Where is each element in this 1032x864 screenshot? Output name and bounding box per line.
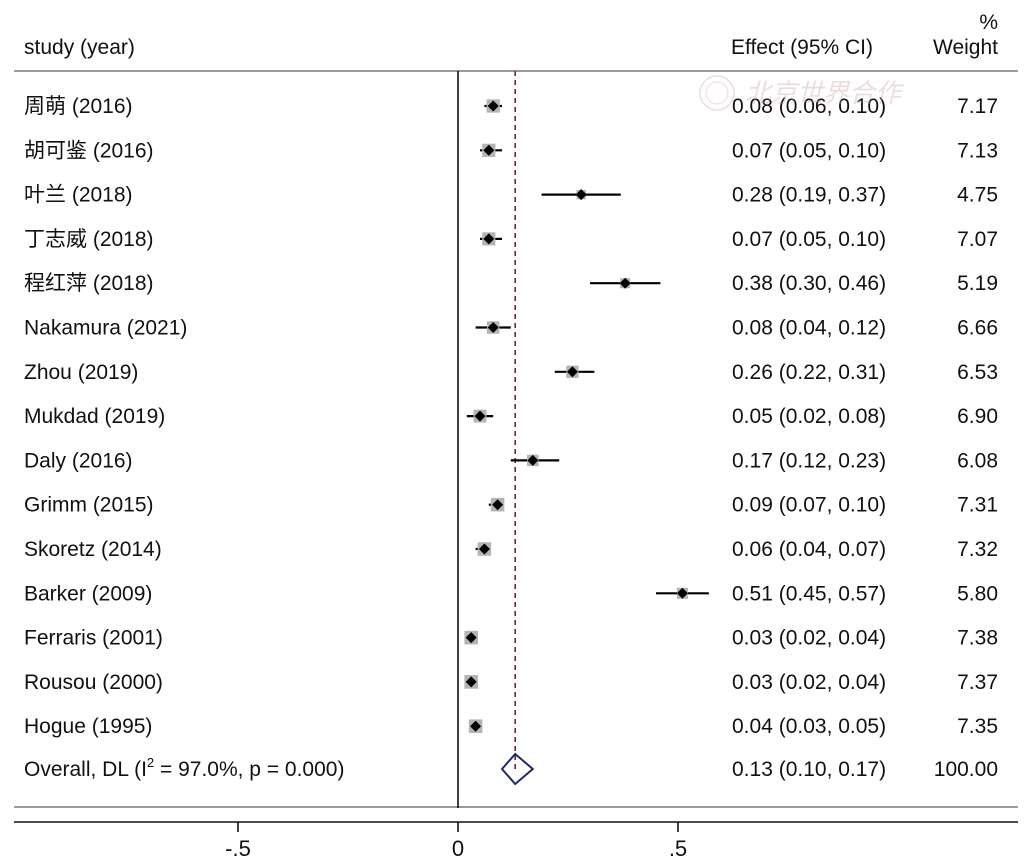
weight-text: 6.66 [957,317,998,340]
effect-point [478,543,490,555]
study-label: Grimm (2015) [24,494,154,517]
effect-point [619,277,631,289]
weight-text: 5.19 [957,272,998,295]
header-weight-pct: % [979,11,998,34]
overall-diamond [500,752,535,786]
x-tick-label: .5 [669,836,687,861]
x-tick-label: -.5 [225,836,251,861]
study-row: Daly (2016) 0.17 (0.12, 0.23) 6.08 [24,449,998,472]
study-label: Mukdad (2019) [24,405,165,428]
effect-point [527,454,539,466]
study-row: Ferraris (2001) 0.03 (0.02, 0.04) 7.38 [24,627,998,650]
study-row: 胡可鉴 (2016) 0.07 (0.05, 0.10) 7.13 [24,139,998,162]
header-weight: Weight [933,36,998,59]
study-label: Barker (2009) [24,582,152,605]
ci-text: 0.38 (0.30, 0.46) [732,272,886,295]
weight-text: 7.35 [957,715,998,738]
study-row: Hogue (1995) 0.04 (0.03, 0.05) 7.35 [24,715,998,738]
ci-text: 0.06 (0.04, 0.07) [732,538,886,561]
weight-text: 6.53 [957,361,998,384]
effect-point [492,499,504,511]
x-axis: -.5 0 .5 [14,821,1018,861]
weight-text: 7.13 [957,139,998,162]
effect-point [470,720,482,732]
study-row: 程红萍 (2018) 0.38 (0.30, 0.46) 5.19 [24,272,998,295]
header-study: study (year) [24,36,135,59]
ci-text: 0.17 (0.12, 0.23) [732,449,886,472]
ci-text: 0.05 (0.02, 0.08) [732,405,886,428]
ci-text: 0.09 (0.07, 0.10) [732,494,886,517]
effect-point [474,410,486,422]
effect-point [465,676,477,688]
overall-weight: 100.00 [934,758,998,781]
ci-text: 0.26 (0.22, 0.31) [732,361,886,384]
study-label: Skoretz (2014) [24,538,162,561]
study-row: Barker (2009) 0.51 (0.45, 0.57) 5.80 [24,582,998,605]
overall-row: Overall, DL (I2 = 97.0%, p = 0.000) 0.13… [24,752,998,786]
weight-text: 7.38 [957,627,998,650]
study-row: Mukdad (2019) 0.05 (0.02, 0.08) 6.90 [24,405,998,428]
ci-text: 0.03 (0.02, 0.04) [732,627,886,650]
header-effect: Effect (95% CI) [731,36,873,59]
weight-text: 6.90 [957,405,998,428]
study-row: 丁志威 (2018) 0.07 (0.05, 0.10) 7.07 [24,228,998,251]
study-label: Hogue (1995) [24,715,152,738]
study-label: Nakamura (2021) [24,317,187,340]
study-row: Rousou (2000) 0.03 (0.02, 0.04) 7.37 [24,671,998,694]
overall-label: Overall, DL (I2 = 97.0%, p = 0.000) [24,755,344,781]
effect-point [566,366,578,378]
ci-text: 0.08 (0.06, 0.10) [732,95,886,118]
effect-point [676,587,688,599]
study-row: Nakamura (2021) 0.08 (0.04, 0.12) 6.66 [24,317,998,340]
study-label: Ferraris (2001) [24,627,163,650]
ci-text: 0.07 (0.05, 0.10) [732,139,886,162]
effect-point [487,322,499,333]
x-tick-label: 0 [452,836,464,861]
study-row: Skoretz (2014) 0.06 (0.04, 0.07) 7.32 [24,538,998,561]
weight-text: 5.80 [957,582,998,605]
weight-text: 7.07 [957,228,998,251]
study-label: 叶兰 (2018) [24,184,133,207]
ci-text: 0.28 (0.19, 0.37) [732,184,886,207]
study-label: 程红萍 (2018) [24,272,154,295]
weight-text: 6.08 [957,449,998,472]
study-row: 叶兰 (2018) 0.28 (0.19, 0.37) 4.75 [24,184,998,207]
ci-text: 0.08 (0.04, 0.12) [732,317,886,340]
effect-point [483,233,495,245]
weight-text: 7.37 [957,671,998,694]
study-label: 周萌 (2016) [24,95,133,118]
study-label: 胡可鉴 (2016) [24,139,154,162]
weight-text: 7.32 [957,538,998,561]
study-row: Grimm (2015) 0.09 (0.07, 0.10) 7.31 [24,494,998,517]
weight-text: 7.17 [957,95,998,118]
effect-point [483,144,495,156]
ci-text: 0.04 (0.03, 0.05) [732,715,886,738]
effect-point [465,632,477,644]
weight-text: 4.75 [957,184,998,207]
study-row: Zhou (2019) 0.26 (0.22, 0.31) 6.53 [24,361,998,384]
study-row: 周萌 (2016) 0.08 (0.06, 0.10) 7.17 [24,95,998,118]
study-rows: 周萌 (2016) 0.08 (0.06, 0.10) 7.17 胡可鉴 (2016)… [24,95,998,738]
weight-text: 7.31 [957,494,998,517]
study-label: 丁志威 (2018) [24,228,154,251]
overall-ci-text: 0.13 (0.10, 0.17) [732,758,886,781]
ci-text: 0.51 (0.45, 0.57) [732,582,886,605]
ci-text: 0.07 (0.05, 0.10) [732,228,886,251]
effect-point [575,189,587,201]
effect-point [487,100,499,112]
study-label: Zhou (2019) [24,361,138,384]
ci-text: 0.03 (0.02, 0.04) [732,671,886,694]
study-label: Daly (2016) [24,449,133,472]
study-label: Rousou (2000) [24,671,163,694]
